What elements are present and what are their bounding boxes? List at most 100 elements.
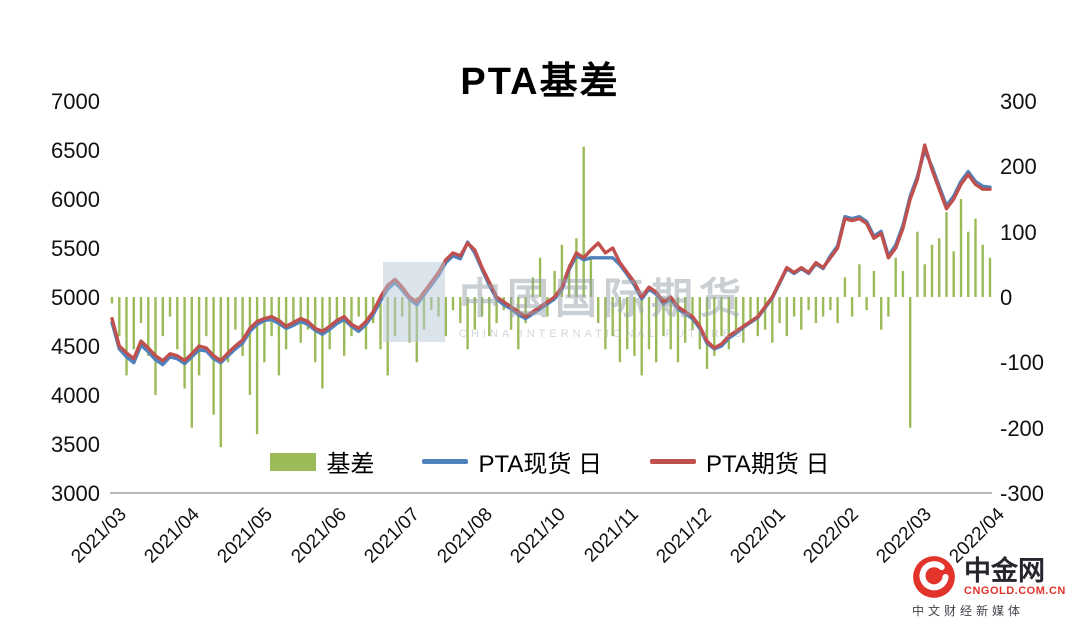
legend: 基差 PTA现货 日 PTA期货 日 [110,444,990,479]
basis-bar [321,297,324,389]
basis-bar [422,297,426,330]
basis-bar [778,297,781,324]
basis-bar [415,297,418,363]
right-axis-label: -300 [1000,481,1045,506]
legend-item-basis: 基差 [270,444,374,479]
basis-bar [720,297,723,337]
basis-bar [807,297,810,311]
basis-bar [836,297,839,324]
basis-bar [567,264,571,297]
site-logo-name: 中金网 [964,555,1045,586]
basis-bar [662,297,665,337]
left-axis-label: 5500 [51,236,100,261]
basis-bar [814,297,818,324]
basis-bar [118,297,121,337]
basis-bar [466,297,469,350]
basis-bar [858,264,861,297]
basis-bar [168,297,172,317]
basis-bar [538,257,542,297]
left-axis-label: 4500 [51,334,100,359]
basis-bar [248,297,252,395]
basis-bar [988,257,992,297]
basis-bar [742,297,745,343]
basis-bar [981,244,984,297]
basis-bar [916,231,919,297]
basis-bar [872,270,876,297]
spot-line-swatch [422,459,469,464]
futures-price-line [110,143,992,363]
left-axis-label: 4000 [51,383,100,408]
basis-bar [676,297,680,363]
basis-bar [829,297,832,311]
basis-bar [575,238,578,297]
basis-bar [524,297,527,324]
left-axis-label: 6000 [51,187,100,212]
basis-bar [110,297,114,304]
legend-label-spot: PTA现货 日 [478,451,602,478]
basis-bar [473,297,476,330]
basis-bar [284,297,288,350]
cngold-logo-icon [913,556,955,598]
basis-bar [190,297,193,428]
basis-bar [379,297,382,350]
basis-bar [139,297,143,324]
basis-bar [480,297,484,317]
basis-bar [938,238,941,297]
basis-bar [560,244,564,297]
basis-bar [234,297,237,330]
futures-line-swatch [650,459,696,464]
basis-bar [894,257,897,297]
basis-bar [865,297,868,311]
basis-bar [430,297,433,311]
basis-bar [154,297,157,395]
basis-bar [495,297,498,324]
basis-bar [792,297,796,317]
basis-bar [967,231,970,297]
basis-bar [509,297,513,330]
basis-bar [459,297,462,324]
basis-bar [589,257,593,297]
basis-bar [713,297,716,356]
site-logo-domain: CNGOLD.COM.CN [964,585,1066,598]
basis-bar [887,297,890,317]
legend-item-futures: PTA期货 日 [650,444,830,479]
basis-bar [909,297,912,428]
basis-bar [821,297,825,317]
basis-bar [386,297,389,376]
basis-bar [669,297,672,350]
basis-bar [945,212,948,297]
basis-bar [553,270,556,297]
left-axis-label: 7000 [51,89,100,114]
basis-bar [582,146,585,297]
basis-bar [952,251,955,297]
basis-bar [241,297,244,356]
site-logo-tagline: 中文财经新媒体 [912,604,1025,618]
right-axis-label: 200 [1000,154,1037,180]
basis-bar [255,297,259,435]
basis-bar [959,199,963,297]
basis-bar [618,297,622,363]
basis-bar [749,297,752,324]
basis-bar [357,297,360,317]
chart-title: PTA基差 [460,61,620,103]
legend-label-basis: 基差 [326,451,375,478]
basis-bar [850,297,854,317]
basis-bar [843,277,847,297]
basis-bar [597,297,600,324]
basis-bar [800,297,803,330]
basis-bar [219,297,222,448]
right-axis-label: -100 [1000,350,1045,376]
basis-bar [488,297,491,337]
basis-bar [277,297,281,376]
legend-item-spot: PTA现货 日 [422,444,602,479]
basis-bar [763,297,767,330]
basis-bar [226,297,230,363]
legend-label-futures: PTA期货 日 [706,451,830,478]
basis-bar [531,277,535,297]
basis-bar [343,297,346,356]
basis-bar [205,297,208,337]
left-axis-label: 3000 [51,481,100,506]
basis-bar [263,297,266,363]
